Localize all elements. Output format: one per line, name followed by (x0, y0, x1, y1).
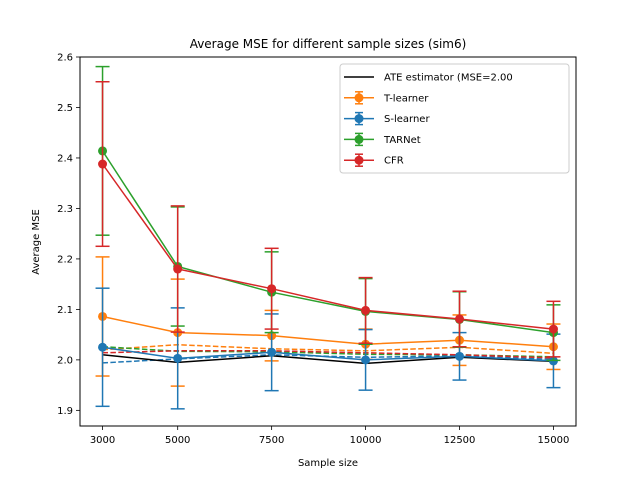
series-line-1 (102, 315, 554, 348)
y-axis-label: Average MSE (31, 209, 42, 275)
y-axis: 1.9 2.0 2.1 2.2 2.3 2.4 2.5 2.6 (57, 53, 80, 417)
series-line-0 (102, 354, 554, 365)
x-axis: 3000 5000 7500 10000 12500 15000 (90, 426, 570, 446)
y-tick-label: 2.1 (57, 305, 73, 316)
legend: ATE estimator (MSE=2.00 T-learner S-learne… (339, 63, 570, 174)
x-tick-label: 5000 (165, 435, 190, 446)
plot-frame (79, 56, 577, 427)
data-point (548, 324, 558, 334)
x-tick-label: 12500 (444, 435, 476, 446)
series-line-3 (101, 150, 554, 334)
chart-title: Average MSE for different sample sizes (… (190, 37, 467, 51)
data-point (455, 314, 465, 324)
y-tick-label: 2.3 (57, 204, 73, 215)
data-point (98, 159, 108, 169)
dashed-line-series-1 (102, 343, 554, 355)
x-tick-label: 3000 (90, 435, 115, 446)
legend-label-2: S-learner (384, 114, 430, 125)
x-axis-label: Sample size (298, 458, 358, 469)
series-line-2 (102, 346, 554, 362)
plot-lines (95, 65, 561, 410)
y-tick-label: 2.5 (57, 103, 73, 114)
data-point (455, 351, 465, 361)
data-point (173, 353, 183, 363)
series-line-4 (101, 163, 554, 330)
y-tick-label: 2.0 (57, 355, 73, 366)
legend-box (339, 63, 570, 174)
data-point (267, 284, 277, 294)
legend-label-0: ATE estimator (MSE=2.00 (384, 73, 513, 84)
data-point (98, 342, 108, 352)
legend-label-3: TARNet (383, 135, 421, 146)
x-tick-label: 15000 (538, 435, 570, 446)
data-point (361, 305, 371, 315)
legend-label-1: T-learner (383, 93, 429, 104)
x-tick-label: 10000 (350, 435, 382, 446)
y-tick-label: 1.9 (57, 406, 73, 417)
legend-label-4: CFR (384, 156, 404, 167)
data-point (173, 264, 183, 274)
y-tick-label: 2.6 (57, 53, 73, 64)
legend-marker (354, 93, 364, 103)
legend-marker (354, 134, 364, 144)
x-tick-label: 7500 (259, 435, 284, 446)
legend-marker (354, 114, 364, 124)
y-tick-label: 2.4 (57, 153, 73, 164)
y-tick-label: 2.2 (57, 254, 73, 265)
dashed-line-series-4 (102, 350, 554, 359)
legend-marker (354, 155, 364, 165)
data-point (267, 347, 277, 357)
data-point (361, 355, 371, 365)
